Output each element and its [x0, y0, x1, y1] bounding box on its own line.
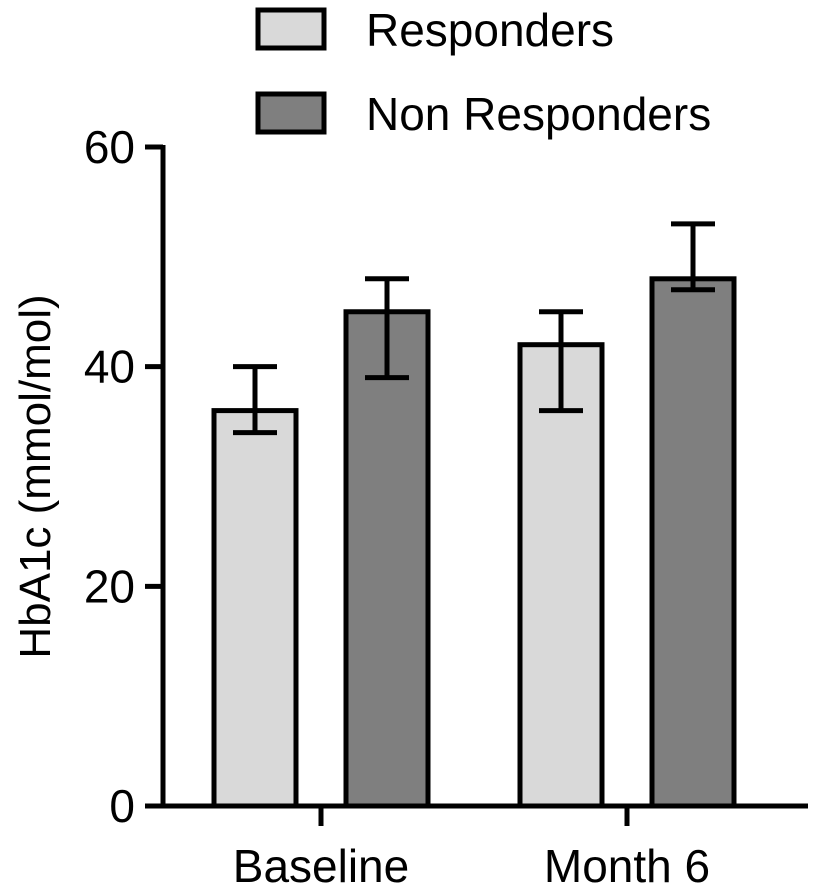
error-bar-non-responders-baseline — [365, 276, 409, 381]
bar-non-responders-baseline — [343, 309, 431, 809]
legend-label-responders: Responders — [366, 4, 614, 56]
bars-group — [211, 276, 737, 809]
error-bar-responders-month-6 — [539, 309, 583, 414]
y-tick-label-20: 20 — [84, 560, 135, 612]
legend-swatch-non-responders — [255, 91, 327, 135]
bar-responders-month-6 — [517, 342, 605, 809]
x-tick-label-month-6: Month 6 — [544, 840, 710, 892]
legend-label-non-responders: Non Responders — [366, 88, 711, 140]
axes-group: 0 20 40 60 Baseline Month 6 — [84, 121, 808, 892]
error-bars-group — [233, 221, 715, 436]
y-tick-label-0: 0 — [109, 780, 135, 832]
y-tick-label-40: 40 — [84, 341, 135, 393]
bar-non-responders-month-6 — [649, 276, 737, 809]
x-tick-label-baseline: Baseline — [233, 840, 409, 892]
legend-swatch-responders — [255, 7, 327, 51]
bar-responders-baseline — [211, 408, 299, 809]
error-bar-responders-baseline — [233, 364, 277, 436]
y-axis-title: HbA1c (mmol/mol) — [11, 294, 60, 658]
error-bar-non-responders-month-6 — [671, 221, 715, 293]
legend: Responders Non Responders — [255, 4, 711, 140]
y-tick-label-60: 60 — [84, 121, 135, 173]
